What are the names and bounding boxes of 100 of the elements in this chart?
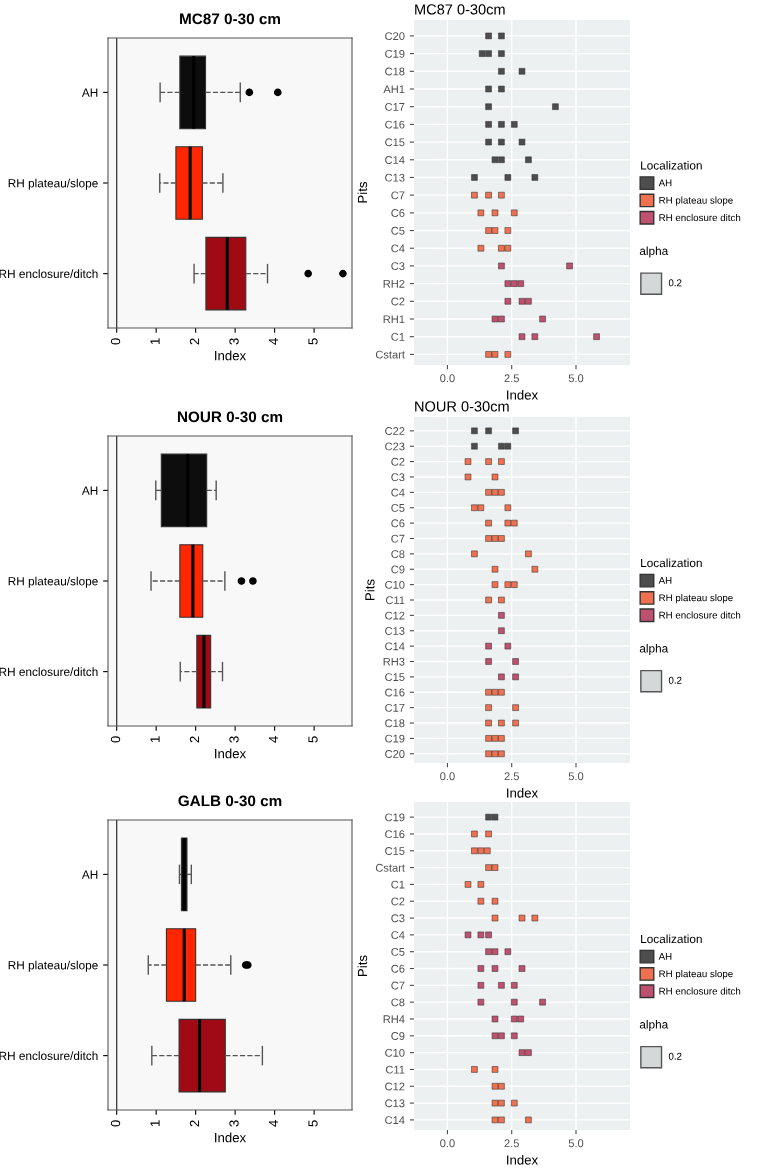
y-tick-label: C8 — [391, 998, 405, 1007]
x-tick-label: 3 — [229, 1120, 239, 1127]
y-tick-label: C11 — [385, 596, 405, 605]
y-tick-label: C17 — [385, 102, 405, 111]
x-tick-label: 5.0 — [568, 1139, 584, 1148]
y-tick-label: C14 — [385, 156, 405, 164]
text: 0.2 — [668, 279, 682, 287]
y-tick-label: AH — [81, 88, 98, 97]
y-tick-label: C9 — [391, 1032, 405, 1040]
legend-title: Localization — [641, 558, 702, 568]
y-tick-label: C2 — [391, 897, 405, 906]
y-tick-label: RH plateau/slope — [8, 960, 98, 972]
y-tick-label: C2 — [391, 457, 405, 466]
y-tick-label: C4 — [391, 244, 405, 253]
y-tick-label: C2 — [391, 297, 405, 306]
y-tick-label: C16 — [385, 688, 405, 697]
x-tick-label: 1 — [150, 736, 160, 743]
y-tick-label: Cstart — [375, 863, 405, 872]
y-tick-label: C23 — [385, 442, 405, 451]
y-tick-label: C6 — [391, 964, 405, 973]
y-tick-label: C19 — [385, 813, 405, 822]
y-tick-label: AH — [81, 870, 98, 879]
x-axis-title: Index — [215, 350, 246, 361]
y-tick-label: C19 — [385, 734, 405, 743]
x-tick-label: 3 — [229, 338, 239, 345]
y-tick-label: C7 — [391, 981, 405, 990]
y-tick-label: RH plateau/slope — [8, 576, 98, 588]
legend-label: AH — [658, 953, 672, 960]
legend-label: AH — [658, 179, 672, 187]
text: alpha — [639, 643, 669, 655]
legend-title: Localization — [641, 160, 702, 170]
y-tick-label: C13 — [385, 173, 405, 182]
x-tick-label: 4 — [268, 736, 279, 743]
y-tick-label: C14 — [385, 642, 405, 651]
y-tick-label: C19 — [385, 49, 405, 58]
x-tick-label: 5.0 — [568, 772, 584, 781]
legend-label: RH enclosure ditch — [659, 213, 741, 222]
chart-title: GALB 0-30 cm — [178, 795, 282, 807]
x-tick-label: 0.0 — [440, 1139, 455, 1148]
y-tick-label: RH2 — [383, 279, 405, 288]
y-tick-label: C8 — [391, 550, 405, 558]
legend-label: RH plateau slope — [659, 594, 733, 604]
y-tick-label: Cstart — [375, 350, 405, 359]
x-tick-label: 5 — [308, 338, 318, 345]
y-tick-label: C1 — [391, 332, 405, 341]
y-tick-label: C22 — [385, 427, 405, 435]
y-tick-label: C13 — [385, 627, 405, 635]
x-tick-label: 1 — [150, 1120, 160, 1127]
y-axis-title: Pits — [357, 181, 368, 203]
x-axis-title: Index — [507, 1154, 538, 1165]
text: 0.2 — [668, 676, 682, 684]
y-tick-label: C20 — [385, 32, 405, 41]
y-tick-label: C7 — [391, 534, 405, 543]
x-tick-label: 2 — [189, 736, 200, 743]
x-tick-label: 4 — [268, 338, 279, 345]
x-tick-label: 2.5 — [504, 1139, 519, 1148]
y-tick-label: C10 — [385, 1048, 405, 1057]
y-tick-label: C6 — [391, 209, 405, 217]
y-tick-label: RH3 — [383, 657, 405, 666]
y-tick-label: C18 — [385, 67, 405, 76]
legend-label: AH — [658, 577, 672, 584]
y-tick-label: C16 — [385, 830, 405, 839]
y-tick-label: C9 — [391, 565, 405, 574]
y-tick-label: AH1 — [383, 85, 405, 94]
y-tick-label: C1 — [391, 880, 405, 889]
y-tick-label: C15 — [385, 673, 405, 682]
y-tick-label: C15 — [385, 847, 405, 855]
y-tick-label: C15 — [385, 138, 405, 147]
y-axis-title: Pits — [364, 579, 375, 600]
x-axis-title: Index — [507, 787, 538, 798]
text: 0.2 — [668, 1052, 682, 1060]
legend-label: RH plateau slope — [659, 196, 733, 206]
chart-title: NOUR 0-30cm — [415, 401, 509, 412]
x-tick-label: 0 — [110, 736, 121, 743]
legend-label: RH plateau slope — [659, 970, 733, 980]
y-axis-title: Pits — [357, 955, 368, 976]
x-tick-label: 5.0 — [568, 374, 584, 383]
legend-title: Localization — [641, 934, 702, 944]
y-tick-label: C3 — [391, 914, 405, 923]
text: alpha — [639, 246, 669, 258]
y-tick-label: C3 — [391, 262, 405, 271]
y-tick-label: C16 — [385, 120, 405, 129]
y-tick-label: C17 — [385, 703, 405, 712]
x-tick-label: 5 — [308, 736, 318, 743]
legend-label: RH enclosure ditch — [659, 611, 741, 619]
y-tick-label: C13 — [385, 1099, 405, 1108]
y-tick-label: RH enclosure/ditch — [0, 269, 98, 279]
y-tick-label: C4 — [391, 488, 405, 497]
text: alpha — [639, 1019, 669, 1031]
y-tick-label: C5 — [391, 947, 405, 956]
y-tick-label: C18 — [385, 719, 405, 728]
y-tick-label: C5 — [391, 226, 405, 235]
y-tick-label: C12 — [385, 611, 405, 620]
y-tick-label: C20 — [385, 750, 405, 758]
x-axis-title: Index — [215, 748, 246, 759]
x-tick-label: 0 — [110, 338, 121, 345]
x-tick-label: 1 — [150, 338, 160, 345]
x-tick-label: 3 — [229, 736, 239, 743]
y-tick-label: RH enclosure/ditch — [0, 1051, 98, 1061]
y-tick-label: RH plateau/slope — [8, 178, 98, 190]
